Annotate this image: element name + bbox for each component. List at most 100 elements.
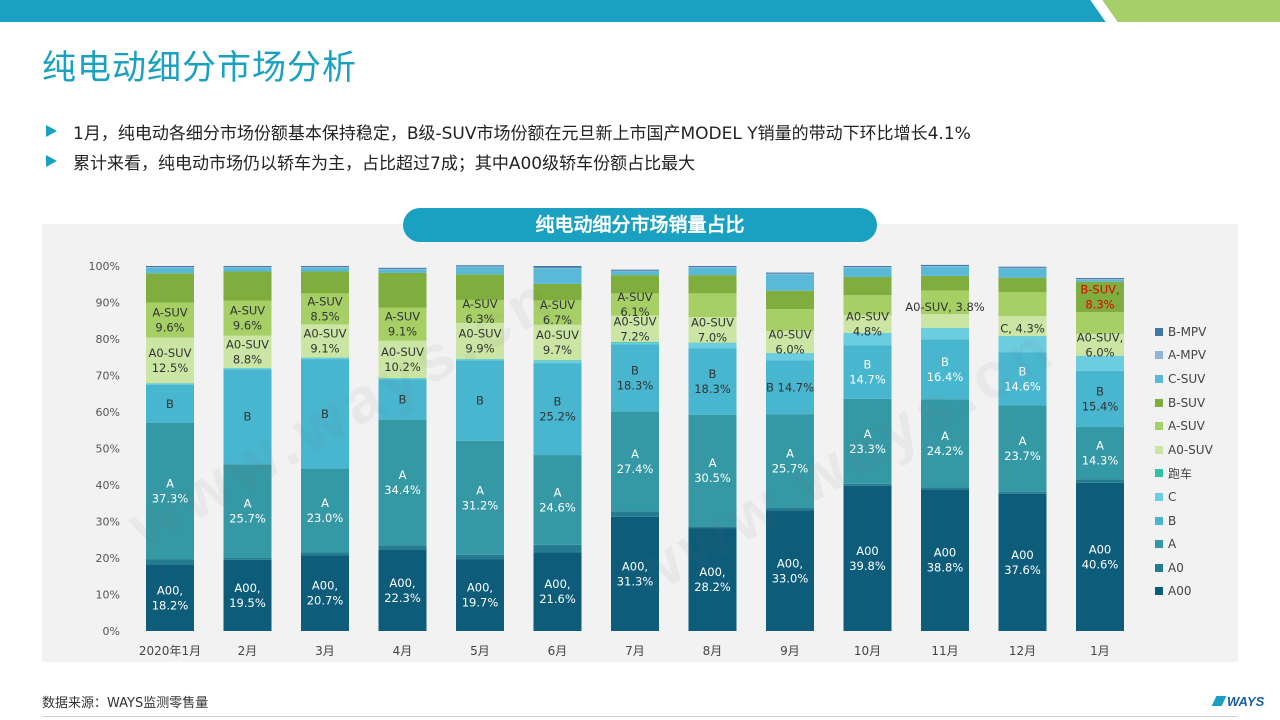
bar-segment (533, 360, 582, 364)
data-label: C, 4.3% (1000, 321, 1045, 335)
bar-segment (456, 299, 504, 323)
legend-item: C-SUV (1155, 367, 1213, 391)
bullet-item: 1月，纯电动各细分市场份额基本保持稳定，B级-SUV市场份额在元旦新上市国产MO… (46, 116, 971, 146)
bar-segment (611, 516, 659, 631)
stacked-bar-chart: 0% 10% 20% 30% 40% 50% 60% 70% 80% 90% 100% 2020年1月… (89, 260, 1124, 658)
bar-segment (921, 290, 969, 315)
legend-item: A00 (1155, 580, 1213, 604)
legend-item: A0 (1155, 556, 1213, 580)
bar-segment (688, 275, 737, 294)
data-label: 4.8% (853, 325, 882, 339)
bar-segment (688, 414, 737, 527)
data-label: A0-SUV (536, 328, 579, 342)
bullet-text: 1月，纯电动各细分市场份额基本保持稳定，B级-SUV市场份额在元旦新上市国产MO… (73, 123, 971, 144)
x-tick-label: 6月 (548, 644, 568, 658)
bar-segment (146, 559, 194, 565)
data-label: A (1096, 439, 1104, 453)
data-label: B (476, 394, 484, 408)
legend-label: A-MPV (1168, 348, 1207, 363)
bar-segment (533, 363, 582, 456)
data-label: 15.4% (1082, 399, 1119, 413)
footer-divider (42, 716, 1238, 717)
x-tick-label: 10月 (854, 644, 881, 658)
bar-segment (843, 345, 892, 399)
data-label: A00, (699, 565, 725, 579)
bar-segment (998, 316, 1047, 337)
bar-segment (766, 510, 814, 631)
data-label: 9.1% (388, 325, 417, 339)
data-label: A0-SUV (381, 345, 424, 359)
bar-segment (611, 270, 659, 272)
legend-swatch (1155, 398, 1163, 407)
bullet-list: 1月，纯电动各细分市场份额基本保持稳定，B级-SUV市场份额在元旦新上市国产MO… (46, 116, 971, 176)
bar-segment (301, 324, 349, 358)
data-label: A (166, 477, 174, 491)
data-label: A (941, 429, 949, 443)
bar-segment (223, 464, 272, 558)
bar-segment (146, 337, 194, 384)
bar-segment (378, 340, 427, 379)
data-label: A (1019, 434, 1027, 448)
data-label: 23.7% (1004, 449, 1041, 463)
bar-segment (533, 360, 582, 361)
data-label: A-SUV (230, 304, 265, 318)
legend-label: C (1168, 489, 1177, 504)
data-label: 25.7% (772, 462, 809, 476)
legend-item: A0-SUV (1155, 438, 1213, 462)
bar-segment (843, 485, 892, 631)
top-banner-accent (1102, 0, 1280, 22)
data-label: 18.3% (617, 378, 654, 392)
data-label: A0-SUV (769, 327, 812, 341)
bar-segment (223, 559, 272, 631)
data-label: B (244, 410, 252, 424)
legend-label: B-MPV (1168, 324, 1207, 339)
data-label: A (321, 496, 329, 510)
data-label: A-SUV (617, 290, 652, 304)
bar-segment (223, 271, 272, 301)
legend-swatch (1155, 422, 1163, 431)
data-label: 9.6% (155, 321, 184, 335)
data-label: 31.3% (617, 574, 654, 588)
legend-label: A0 (1168, 560, 1184, 575)
data-label: A-SUV (152, 306, 187, 320)
legend-swatch (1155, 492, 1163, 501)
bar-segment (611, 275, 659, 294)
legend-item: A-SUV (1155, 414, 1213, 438)
bar-segment (611, 511, 659, 517)
triangle-bullet-icon (46, 125, 57, 137)
data-label: A (244, 497, 252, 511)
bar-segment (378, 549, 427, 631)
data-label: A-SUV (385, 310, 420, 324)
data-label: 25.2% (539, 410, 576, 424)
bar-segment (378, 267, 427, 269)
x-tick-label: 2020年1月 (139, 644, 201, 658)
data-label: A-SUV (462, 297, 497, 311)
bar-segment (998, 336, 1047, 353)
data-label: 8.8% (233, 352, 262, 366)
bar-segment (766, 272, 814, 274)
bar-segment (611, 269, 659, 271)
bar-segment (301, 293, 349, 325)
bar-segment (378, 307, 427, 341)
data-label: 8.3% (1085, 297, 1114, 311)
data-label: 18.3% (694, 382, 731, 396)
chart-panel: 0% 10% 20% 30% 40% 50% 60% 70% 80% 90% 100% 2020年1月… (42, 224, 1238, 662)
data-label: B (399, 393, 407, 407)
bar-segment (301, 555, 349, 631)
data-label: 34.4% (384, 483, 421, 497)
data-label: 39.8% (849, 559, 886, 573)
data-label: 6.0% (775, 342, 804, 356)
bar-segment (688, 528, 737, 631)
legend-swatch (1155, 516, 1163, 525)
data-label: A00, (157, 583, 183, 597)
bar-segment (843, 333, 892, 346)
bar-segment (843, 398, 892, 484)
data-label: 14.7% (849, 373, 886, 387)
bar-segment (766, 290, 814, 310)
bar-segment (688, 266, 737, 268)
bar-segment (766, 507, 814, 511)
bar-segment (223, 300, 272, 336)
bar-segment (688, 267, 737, 268)
legend-item: C (1155, 485, 1213, 509)
data-label: B (1096, 384, 1104, 398)
